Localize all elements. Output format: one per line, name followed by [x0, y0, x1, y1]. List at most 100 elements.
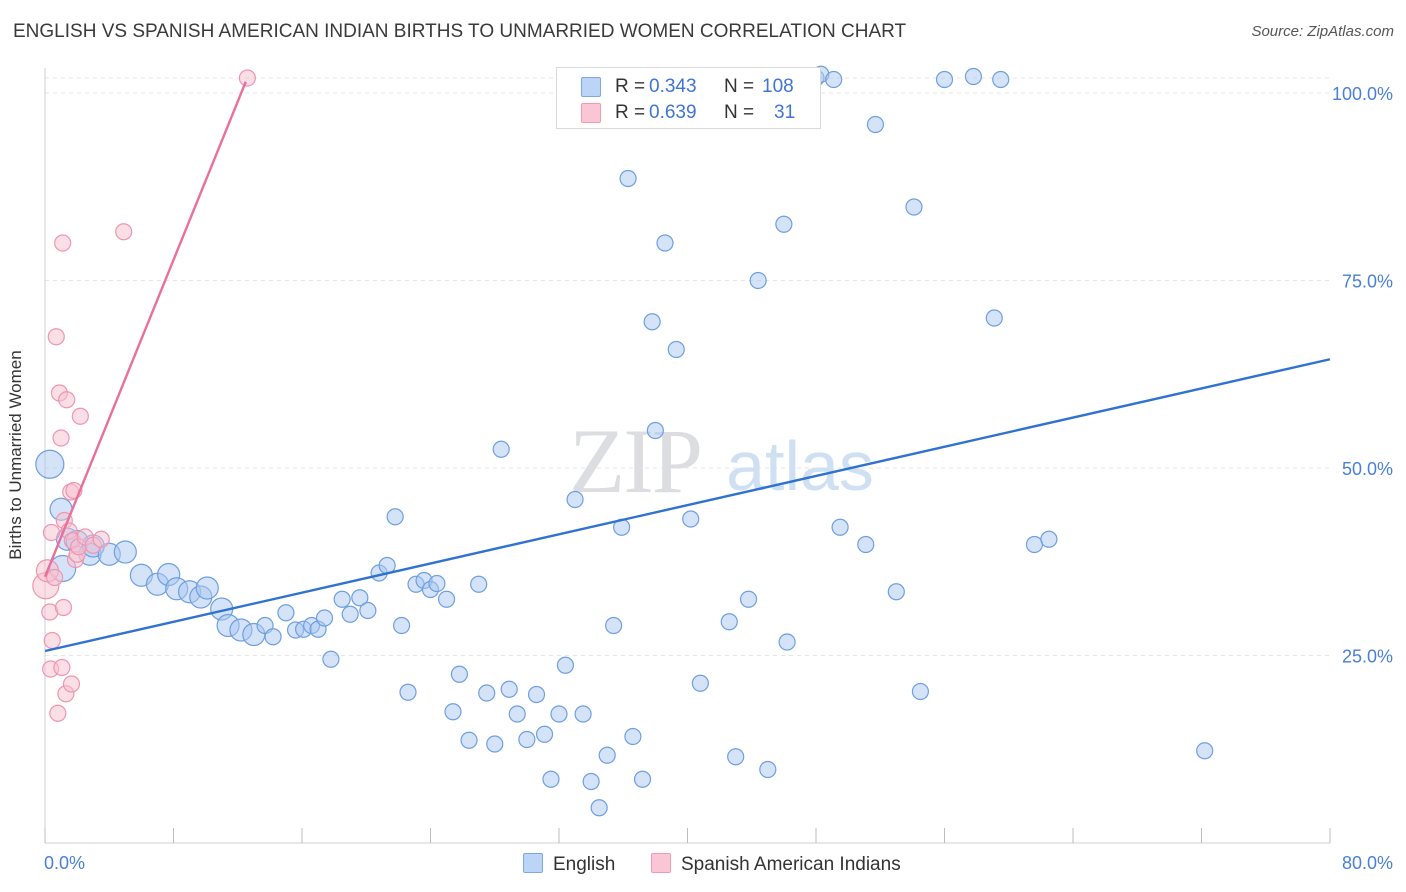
watermark-zip: ZIP — [569, 410, 701, 512]
english-r-label: R = — [615, 76, 646, 97]
english-point-82 — [778, 633, 796, 651]
correlation-legend: R = 0.343 N = 108 R = 0.639 N = 31 — [556, 67, 821, 129]
spanish-n-label: N = — [724, 102, 755, 123]
bottom-legend-spanish: Spanish American Indians — [651, 853, 901, 877]
spanish-point-10 — [52, 429, 70, 447]
bottom-english-label: English — [553, 854, 616, 875]
english-point-96 — [1025, 535, 1044, 554]
english-point-43 — [444, 703, 462, 721]
english-point-8 — [113, 540, 137, 564]
english-point-81 — [775, 215, 793, 233]
english-point-68 — [643, 313, 661, 331]
english-point-78 — [739, 590, 758, 608]
spanish-point-28 — [92, 530, 110, 548]
english-point-27 — [315, 609, 334, 627]
spanish-point-4 — [42, 523, 61, 542]
english-point-85 — [825, 70, 843, 89]
english-point-36 — [392, 616, 411, 635]
english-point-45 — [460, 731, 478, 749]
english-point-63 — [605, 616, 623, 635]
y-tick-label-3: 100.0% — [1332, 84, 1393, 104]
chart-title: ENGLISH VS SPANISH AMERICAN INDIAN BIRTH… — [13, 21, 907, 42]
english-swatch — [581, 77, 601, 97]
english-point-71 — [667, 340, 685, 359]
english-point-41 — [428, 574, 446, 593]
spanish-swatch — [581, 103, 601, 123]
english-point-60 — [582, 772, 600, 791]
spanish-point-12 — [54, 234, 72, 252]
english-point-97 — [1040, 530, 1058, 548]
english-r-value: 0.343 — [649, 76, 697, 97]
english-point-79 — [749, 271, 767, 290]
english-point-37 — [399, 683, 417, 701]
english-point-29 — [333, 590, 351, 608]
english-point-57 — [556, 656, 575, 674]
english-point-98 — [1196, 742, 1214, 760]
english-point-72 — [682, 510, 700, 528]
spanish-point-5 — [43, 631, 61, 650]
english-point-50 — [500, 680, 518, 698]
spanish-trend-line — [43, 81, 247, 578]
english-point-48 — [486, 735, 504, 753]
english-point-76 — [720, 613, 738, 631]
english-point-73 — [691, 674, 709, 692]
english-point-44 — [450, 665, 469, 683]
english-point-49 — [492, 440, 510, 458]
english-point-31 — [351, 589, 369, 607]
english-point-92 — [935, 70, 954, 89]
english-point-51 — [508, 705, 526, 723]
english-point-32 — [359, 601, 377, 620]
english-point-61 — [590, 799, 608, 817]
english-point-46 — [470, 575, 488, 593]
english-point-28 — [322, 650, 340, 668]
english-point-56 — [550, 705, 568, 723]
english-point-35 — [386, 508, 404, 526]
spanish-point-8 — [49, 704, 67, 722]
y-tick-label-1: 50.0% — [1342, 459, 1393, 479]
source-label: Source: ZipAtlas.com — [1251, 23, 1394, 40]
english-point-93 — [964, 67, 983, 86]
english-point-21 — [264, 628, 282, 646]
english-point-66 — [624, 727, 642, 746]
english-point-95 — [992, 70, 1010, 89]
english-n-value: 108 — [762, 76, 794, 97]
spanish-point-6 — [46, 568, 64, 587]
english-point-0 — [35, 449, 65, 479]
english-point-90 — [905, 198, 923, 216]
english-point-77 — [727, 748, 745, 766]
english-point-80 — [759, 760, 777, 779]
spanish-point-16 — [58, 391, 76, 409]
bottom-spanish-swatch — [651, 853, 671, 873]
spanish-point-13 — [54, 598, 73, 617]
english-point-47 — [478, 684, 496, 702]
english-point-53 — [527, 685, 546, 704]
english-point-70 — [656, 234, 674, 252]
english-point-15 — [195, 576, 219, 600]
english-point-91 — [911, 682, 930, 701]
x-tick-label-0: 0.0% — [44, 853, 85, 873]
english-trend-line — [44, 358, 1331, 653]
spanish-point-11 — [53, 658, 71, 677]
gridlines — [45, 77, 1330, 656]
english-point-30 — [341, 605, 359, 623]
spanish-point-29 — [115, 223, 133, 241]
spanish-point-7 — [47, 328, 65, 346]
y-tick-label-2: 75.0% — [1342, 272, 1393, 292]
tick-labels: 25.0% 50.0% 75.0% 100.0% 0.0% 80.0% — [44, 84, 1393, 873]
x-tick-label-1: 80.0% — [1342, 853, 1393, 873]
english-point-88 — [866, 115, 885, 134]
trend-lines — [43, 81, 1331, 653]
spanish-n-value: 31 — [774, 102, 796, 123]
english-point-54 — [535, 725, 554, 743]
watermark-atlas: atlas — [726, 427, 874, 505]
english-point-22 — [277, 604, 295, 622]
spanish-r-value: 0.639 — [649, 102, 697, 123]
english-point-42 — [437, 590, 456, 608]
spanish-point-30 — [238, 69, 256, 87]
bottom-english-swatch — [523, 853, 543, 873]
english-point-69 — [646, 421, 664, 440]
series-english — [35, 65, 1214, 817]
english-point-86 — [831, 518, 849, 536]
english-point-62 — [598, 746, 616, 764]
